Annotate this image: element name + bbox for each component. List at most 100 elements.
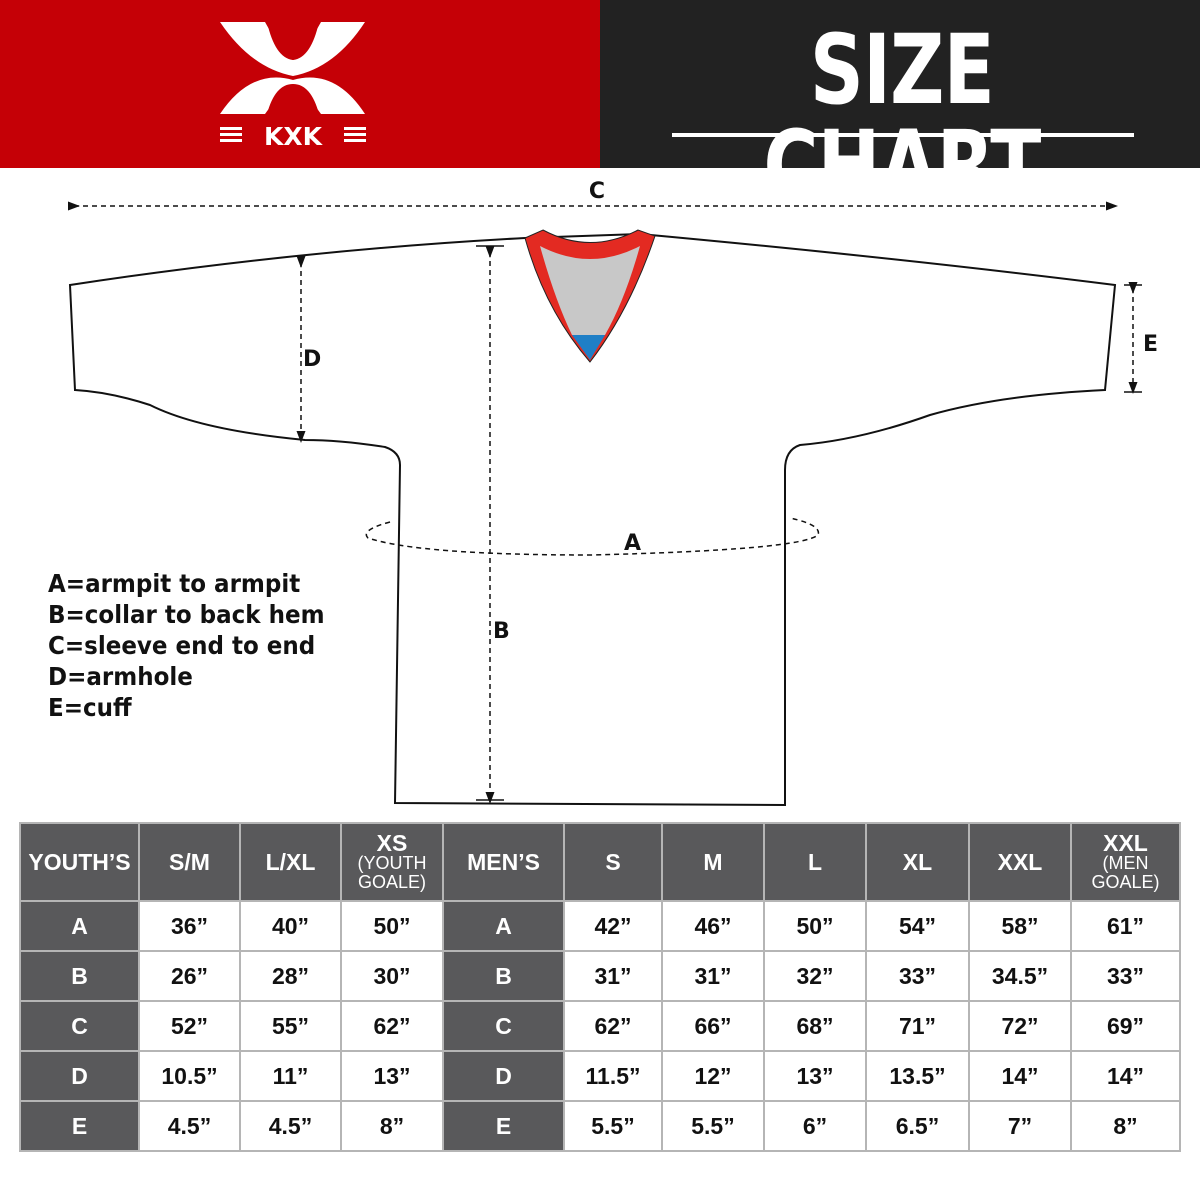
column-header: XL bbox=[865, 822, 970, 902]
jersey-diagram: C D E A B bbox=[68, 179, 1158, 807]
men-size-cell: 31” bbox=[661, 950, 765, 1002]
men-size-cell: 62” bbox=[563, 1000, 663, 1052]
legend-item: B=collar to back hem bbox=[48, 600, 325, 629]
men-row-label: A bbox=[442, 900, 565, 952]
header-brand-panel: KXK bbox=[0, 0, 600, 168]
men-size-cell: 34.5” bbox=[968, 950, 1072, 1002]
header-label: L bbox=[807, 849, 823, 875]
label-b: B bbox=[493, 619, 510, 644]
men-size-cell: 72” bbox=[968, 1000, 1072, 1052]
column-header: YOUTH’S bbox=[19, 822, 140, 902]
header-label: L/XL bbox=[265, 849, 316, 875]
men-size-cell: 32” bbox=[763, 950, 867, 1002]
men-size-cell: 14” bbox=[1070, 1050, 1181, 1102]
header-sublabel: (MEN GOALE) bbox=[1091, 853, 1160, 892]
men-size-cell: 12” bbox=[661, 1050, 765, 1102]
logo-text: KXK bbox=[264, 122, 324, 151]
legend-item: D=armhole bbox=[48, 662, 193, 691]
men-size-cell: 42” bbox=[563, 900, 663, 952]
men-size-cell: 33” bbox=[865, 950, 970, 1002]
table-row: A 36” 40” 50” A 42” 46” 50” 54” 58” 61” bbox=[19, 900, 1181, 952]
legend-item: A=armpit to armpit bbox=[48, 569, 301, 598]
header-label: XXL bbox=[1103, 830, 1148, 856]
kxk-logo: KXK bbox=[220, 22, 366, 151]
youth-row-label: D bbox=[19, 1050, 140, 1102]
column-header: M bbox=[661, 822, 765, 902]
header-label: MEN’S bbox=[467, 849, 540, 875]
header-label: YOUTH’S bbox=[28, 849, 131, 875]
measure-a-line bbox=[365, 517, 820, 556]
youth-size-cell: 4.5” bbox=[239, 1100, 342, 1152]
label-a: A bbox=[624, 531, 641, 556]
men-size-cell: 46” bbox=[661, 900, 765, 952]
men-size-cell: 13” bbox=[763, 1050, 867, 1102]
measurement-legend: A=armpit to armpit B=collar to back hem … bbox=[48, 568, 349, 723]
size-table: YOUTH’S S/M L/XL XS (YOUTH GOALE) MEN’S S M L XL X… bbox=[19, 822, 1181, 1152]
table-header-row: YOUTH’S S/M L/XL XS (YOUTH GOALE) MEN’S S M L XL X… bbox=[19, 822, 1181, 902]
header-label: XXL bbox=[997, 849, 1043, 875]
table-row: D 10.5” 11” 13” D 11.5” 12” 13” 13.5” 14” 14” bbox=[19, 1050, 1181, 1102]
youth-size-cell: 26” bbox=[138, 950, 241, 1002]
header-label: XL bbox=[902, 849, 933, 875]
men-size-cell: 54” bbox=[865, 900, 970, 952]
youth-size-cell: 40” bbox=[239, 900, 342, 952]
men-size-cell: 8” bbox=[1070, 1100, 1181, 1152]
youth-row-label: A bbox=[19, 900, 140, 952]
youth-size-cell: 13” bbox=[340, 1050, 444, 1102]
men-row-label: D bbox=[442, 1050, 565, 1102]
table-row: B 26” 28” 30” B 31” 31” 32” 33” 34.5” 33” bbox=[19, 950, 1181, 1002]
youth-row-label: C bbox=[19, 1000, 140, 1052]
youth-size-cell: 10.5” bbox=[138, 1050, 241, 1102]
youth-row-label: B bbox=[19, 950, 140, 1002]
men-size-cell: 68” bbox=[763, 1000, 867, 1052]
men-size-cell: 71” bbox=[865, 1000, 970, 1052]
youth-size-cell: 28” bbox=[239, 950, 342, 1002]
men-size-cell: 69” bbox=[1070, 1000, 1181, 1052]
men-size-cell: 6.5” bbox=[865, 1100, 970, 1152]
header-title-panel bbox=[600, 0, 1200, 168]
column-header: L/XL bbox=[239, 822, 342, 902]
men-size-cell: 66” bbox=[661, 1000, 765, 1052]
column-header: S/M bbox=[138, 822, 241, 902]
column-header: XS (YOUTH GOALE) bbox=[340, 822, 444, 902]
men-size-cell: 58” bbox=[968, 900, 1072, 952]
title-underline bbox=[672, 133, 1134, 137]
youth-size-cell: 55” bbox=[239, 1000, 342, 1052]
men-row-label: E bbox=[442, 1100, 565, 1152]
youth-size-cell: 36” bbox=[138, 900, 241, 952]
men-row-label: B bbox=[442, 950, 565, 1002]
youth-size-cell: 11” bbox=[239, 1050, 342, 1102]
men-size-cell: 33” bbox=[1070, 950, 1181, 1002]
men-size-cell: 14” bbox=[968, 1050, 1072, 1102]
youth-size-cell: 8” bbox=[340, 1100, 444, 1152]
men-size-cell: 5.5” bbox=[661, 1100, 765, 1152]
column-header: S bbox=[563, 822, 663, 902]
table-row: E 4.5” 4.5” 8” E 5.5” 5.5” 6” 6.5” 7” 8” bbox=[19, 1100, 1181, 1152]
men-size-cell: 31” bbox=[563, 950, 663, 1002]
men-size-cell: 61” bbox=[1070, 900, 1181, 952]
men-size-cell: 6” bbox=[763, 1100, 867, 1152]
youth-size-cell: 50” bbox=[340, 900, 444, 952]
label-c: C bbox=[589, 179, 605, 204]
column-header: XXL (MEN GOALE) bbox=[1070, 822, 1181, 902]
youth-size-cell: 62” bbox=[340, 1000, 444, 1052]
header-label: M bbox=[703, 849, 723, 875]
legend-item: C=sleeve end to end bbox=[48, 631, 316, 660]
men-size-cell: 13.5” bbox=[865, 1050, 970, 1102]
column-header: L bbox=[763, 822, 867, 902]
header-label: XS bbox=[376, 830, 408, 856]
youth-size-cell: 30” bbox=[340, 950, 444, 1002]
youth-size-cell: 4.5” bbox=[138, 1100, 241, 1152]
men-row-label: C bbox=[442, 1000, 565, 1052]
youth-row-label: E bbox=[19, 1100, 140, 1152]
men-size-cell: 11.5” bbox=[563, 1050, 663, 1102]
header-sublabel: (YOUTH GOALE) bbox=[357, 853, 427, 892]
label-e: E bbox=[1143, 332, 1158, 357]
column-header: XXL bbox=[968, 822, 1072, 902]
label-d: D bbox=[303, 347, 321, 372]
header-label: S/M bbox=[169, 849, 210, 875]
header-label: S bbox=[605, 849, 621, 875]
men-size-cell: 50” bbox=[763, 900, 867, 952]
legend-item: E=cuff bbox=[48, 693, 132, 722]
youth-size-cell: 52” bbox=[138, 1000, 241, 1052]
